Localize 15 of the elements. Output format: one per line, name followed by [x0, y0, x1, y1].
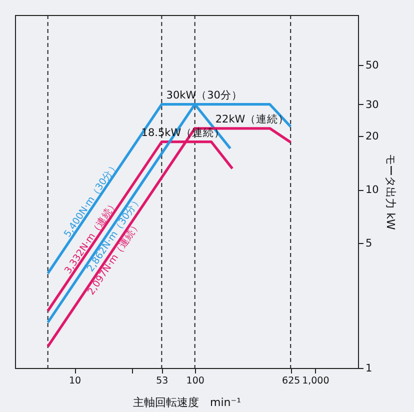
- x-tick-label: 625: [282, 376, 300, 386]
- x-tick-label: 1,000: [302, 376, 330, 386]
- y-tick-label: 20: [366, 130, 379, 142]
- y-axis-title: モータ出力 kW: [384, 154, 397, 230]
- x-tick-label: 100: [186, 376, 204, 386]
- y-tick-label: 30: [366, 98, 379, 111]
- annotation: 22kW（連続）: [215, 112, 290, 126]
- x-tick-label: 53: [156, 376, 168, 386]
- y-tick-label: 10: [366, 184, 379, 196]
- x-tick-label: 10: [68, 376, 82, 386]
- y-tick-label: 50: [366, 59, 379, 72]
- annotation: 30kW（30分）: [166, 89, 242, 102]
- y-tick-label: 5: [366, 238, 372, 250]
- x-axis-title: 主軸回転速度 min⁻¹: [133, 396, 241, 409]
- y-tick-label: 1: [366, 362, 372, 374]
